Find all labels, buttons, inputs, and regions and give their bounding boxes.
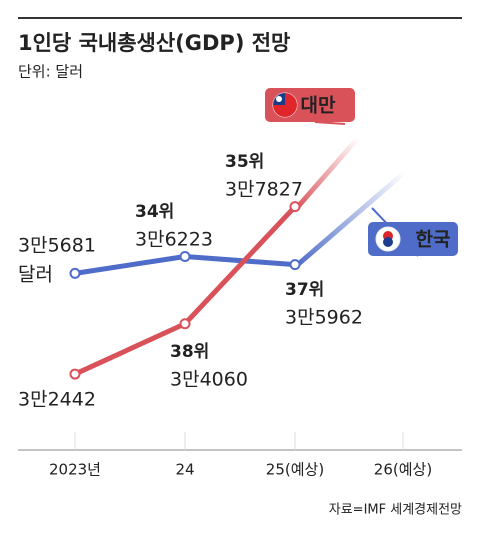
legend-item: 한국 [368,207,458,257]
data-point [179,251,191,263]
x-tick-label: 25(예상) [266,461,324,479]
trend-extension [293,170,407,269]
rank-label: 35위 [225,152,264,172]
data-point [289,259,301,271]
flag-part [276,96,282,102]
value-label: 3만4060 [170,369,248,391]
data-point [69,368,81,380]
chart-title: 1인당 국내총생산(GDP) 전망 [18,31,290,55]
value-label: 3만5962 [285,307,363,329]
value-label: 3만5681 [18,235,96,257]
value-label: 3만6223 [135,229,213,251]
legend-label: 대만 [301,95,336,117]
rank-label: 37위 [285,280,324,300]
legend-item: 대만 [265,88,355,125]
x-tick-label: 26(예상) [374,461,432,479]
value-label: 3만2442 [18,389,96,411]
legend-pointer [314,121,346,125]
data-point [289,201,301,213]
x-tick-label: 24 [175,461,194,479]
unit-label: 달러 [18,264,53,286]
value-label: 3만7827 [225,179,303,201]
source: 자료=IMF 세계경제전망 [329,503,462,518]
x-tick-label: 2023년 [49,461,101,479]
data-point [179,318,191,330]
rank-label: 38위 [170,342,209,362]
rank-label: 34위 [135,202,174,222]
data-point [69,267,81,279]
chart-subtitle: 단위: 달러 [18,63,83,81]
trend-extension [293,136,360,212]
flag-part [273,93,297,117]
flag-part [383,237,393,247]
legend-label: 한국 [416,229,451,251]
